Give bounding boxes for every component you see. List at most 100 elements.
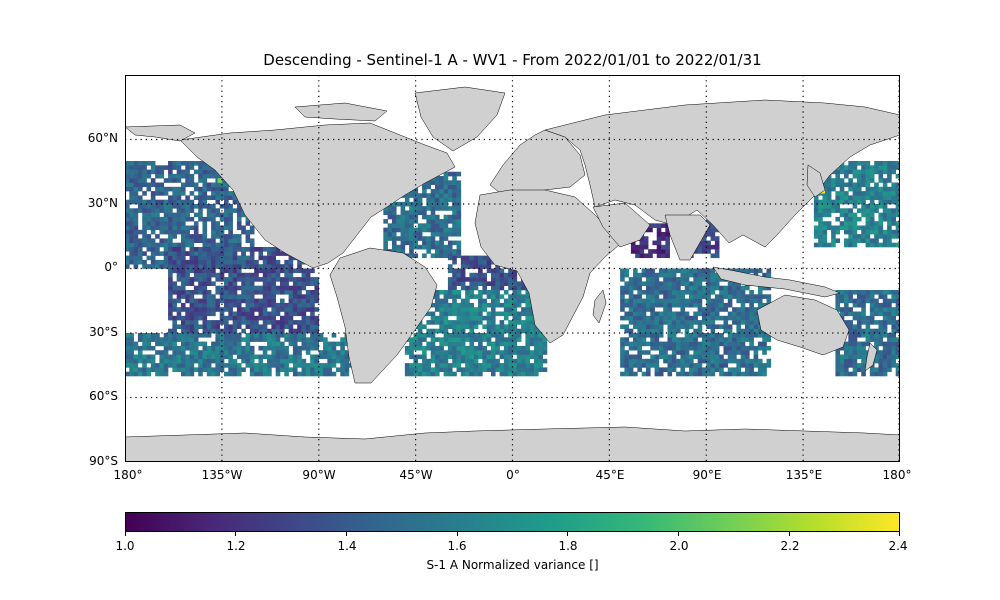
- heatmap-cell: [874, 182, 879, 188]
- heatmap-cell: [172, 204, 177, 209]
- heatmap-cell: [895, 367, 900, 372]
- heatmap-cell: [180, 320, 186, 325]
- heatmap-cell: [766, 345, 772, 351]
- heatmap-cell: [172, 337, 177, 342]
- heatmap-cell: [861, 315, 866, 321]
- heatmap-cell: [219, 212, 225, 218]
- heatmap-cell: [443, 367, 449, 372]
- heatmap-cell: [323, 354, 328, 360]
- heatmap-cell: [848, 229, 853, 235]
- heatmap-cell: [202, 268, 208, 274]
- heatmap-cell: [340, 367, 345, 372]
- heatmap-cell: [701, 290, 707, 295]
- heatmap-cell: [482, 337, 487, 342]
- heatmap-cell: [215, 259, 221, 265]
- heatmap-cell: [129, 216, 134, 222]
- heatmap-cell: [435, 180, 440, 185]
- heatmap-cell: [314, 358, 320, 364]
- heatmap-cell: [202, 324, 208, 329]
- heatmap-cell: [443, 354, 449, 360]
- heatmap-cell: [874, 354, 879, 360]
- heatmap-cell: [271, 354, 276, 360]
- heatmap-cell: [400, 223, 406, 228]
- heatmap-cell: [473, 371, 479, 377]
- heatmap-cell: [684, 341, 690, 347]
- heatmap-cell: [525, 298, 531, 304]
- heatmap-cell: [206, 324, 212, 329]
- heatmap-cell: [189, 251, 195, 256]
- heatmap-cell: [727, 294, 733, 299]
- heatmap-cell: [723, 307, 729, 312]
- heatmap-cell: [301, 320, 307, 325]
- heatmap-cell: [292, 333, 298, 338]
- heatmap-cell: [417, 223, 423, 228]
- heatmap-cell: [292, 341, 298, 347]
- heatmap-cell: [202, 259, 208, 265]
- heatmap-cell: [628, 281, 634, 286]
- heatmap-cell: [650, 294, 655, 299]
- heatmap-cell: [249, 367, 255, 372]
- heatmap-cell: [172, 242, 177, 248]
- heatmap-cell: [439, 298, 444, 304]
- heatmap-cell: [452, 210, 457, 216]
- heatmap-cell: [435, 307, 440, 312]
- heatmap-cell: [142, 251, 147, 256]
- heatmap-cell: [874, 186, 879, 192]
- heatmap-cell: [757, 367, 763, 372]
- heatmap-cell: [671, 333, 677, 338]
- heatmap-cell: [490, 285, 496, 291]
- heatmap-cell: [305, 345, 311, 351]
- heatmap-cell: [525, 371, 531, 377]
- heatmap-cell: [249, 272, 255, 278]
- heatmap-cell: [848, 242, 853, 248]
- heatmap-cell: [534, 371, 539, 377]
- heatmap-cell: [878, 350, 884, 355]
- heatmap-cell: [512, 294, 518, 299]
- heatmap-cell: [176, 186, 182, 192]
- heatmap-cell: [292, 371, 298, 377]
- heatmap-cell: [818, 204, 823, 209]
- heatmap-cell: [327, 341, 332, 347]
- heatmap-cell: [732, 285, 737, 291]
- heatmap-cell: [861, 350, 866, 355]
- heatmap-cell: [818, 238, 823, 243]
- heatmap-cell: [525, 328, 531, 334]
- heatmap-cell: [503, 298, 509, 304]
- heatmap-cell: [727, 290, 733, 295]
- heatmap-cell: [637, 341, 642, 347]
- heatmap-cell: [852, 298, 858, 304]
- heatmap-cell: [297, 294, 302, 299]
- heatmap-cell: [232, 320, 238, 325]
- heatmap-cell: [508, 358, 513, 364]
- heatmap-cell: [275, 363, 281, 368]
- heatmap-cell: [848, 294, 853, 299]
- heatmap-cell: [671, 324, 677, 329]
- heatmap-cell: [168, 186, 173, 192]
- heatmap-cell: [176, 212, 182, 218]
- heatmap-cell: [654, 294, 660, 299]
- heatmap-cell: [168, 345, 173, 351]
- heatmap-cell: [727, 354, 733, 360]
- heatmap-cell: [275, 354, 281, 360]
- heatmap-cell: [142, 165, 147, 170]
- heatmap-cell: [185, 363, 190, 368]
- heatmap-cell: [275, 251, 281, 256]
- heatmap-cell: [206, 277, 212, 282]
- heatmap-cell: [443, 176, 449, 181]
- heatmap-cell: [185, 264, 190, 269]
- heatmap-cell: [469, 277, 475, 282]
- heatmap-cell: [460, 315, 466, 321]
- heatmap-cell: [865, 221, 871, 226]
- heatmap-cell: [667, 345, 673, 351]
- heatmap-cell: [288, 285, 294, 291]
- heatmap-cell: [706, 219, 711, 224]
- heatmap-cell: [133, 178, 139, 183]
- heatmap-cell: [663, 268, 668, 274]
- heatmap-cell: [288, 264, 294, 269]
- heatmap-cell: [417, 328, 423, 334]
- heatmap-cell: [701, 307, 707, 312]
- heatmap-cell: [409, 367, 414, 372]
- heatmap-cell: [284, 320, 289, 325]
- heatmap-cell: [856, 169, 862, 175]
- heatmap-cell: [439, 328, 444, 334]
